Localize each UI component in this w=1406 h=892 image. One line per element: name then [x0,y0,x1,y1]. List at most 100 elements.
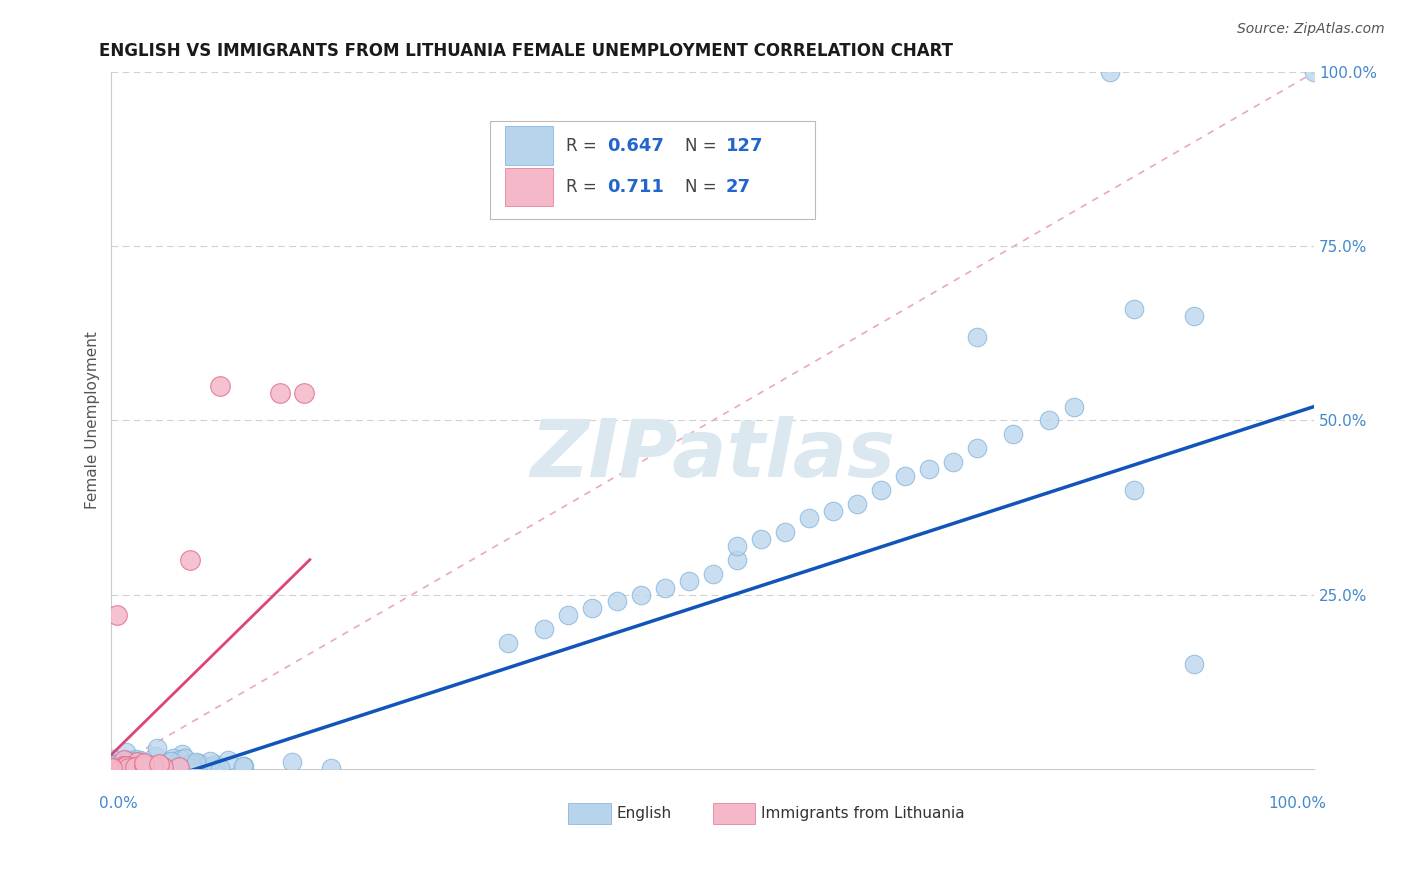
Point [200,758,222,772]
Point [128,761,150,775]
Point [678,574,700,588]
Point [134,756,156,770]
Point [179,552,201,566]
Point [145,740,167,755]
Point [172,747,194,762]
Bar [505,168,553,206]
Point [125,758,148,772]
Point [160,760,183,774]
Point [104,758,127,772]
Point [1182,657,1205,672]
Point [127,761,149,775]
Point [1122,302,1144,317]
Point [180,756,202,771]
Point [114,751,136,765]
Point [127,758,149,772]
Point [101,758,124,772]
Point [942,455,965,469]
Point [121,753,143,767]
Point [1002,427,1025,442]
Point [134,759,156,773]
Point [1122,483,1144,497]
Point [121,759,143,773]
Point [1303,65,1326,79]
Point [114,759,136,773]
Bar [491,121,815,219]
Point [179,761,201,775]
Point [125,755,148,769]
Point [131,761,153,775]
Text: 0.0%: 0.0% [100,797,138,812]
Point [713,191,735,205]
Point [1182,309,1205,323]
Text: English: English [617,806,672,822]
Point [160,755,183,769]
Point [150,760,173,774]
Point [145,760,167,774]
Bar [713,804,755,824]
Point [232,758,254,772]
Point [966,330,988,344]
Point [170,752,193,766]
Point [1038,413,1060,427]
Point [115,758,138,772]
Point [117,760,139,774]
Point [188,758,211,772]
Point [167,759,190,773]
Point [101,760,124,774]
Point [702,566,724,581]
Point [110,761,132,775]
Point [129,759,152,773]
Point [498,636,520,650]
Text: ZIPatlas: ZIPatlas [530,417,896,494]
Point [131,758,153,772]
Point [821,504,844,518]
Point [112,761,135,775]
Point [141,761,163,775]
Point [101,756,124,771]
Point [321,761,343,775]
Point [103,757,125,772]
Point [749,532,772,546]
Point [557,608,579,623]
Text: N =: N = [685,136,721,154]
Point [124,761,146,775]
Point [125,761,148,775]
Point [121,759,143,773]
Point [169,760,191,774]
Point [176,757,198,772]
Point [918,462,941,476]
Point [630,587,652,601]
Point [1063,400,1085,414]
Point [139,757,162,772]
Point [120,756,142,771]
Point [108,760,131,774]
Point [725,552,748,566]
Point [105,759,128,773]
Point [292,385,315,400]
Point [124,754,146,768]
Point [101,751,124,765]
Point [156,758,179,772]
Point [114,745,136,759]
Point [204,756,226,771]
Point [127,760,149,774]
Point [148,757,170,772]
Point [152,760,174,774]
Point [114,753,136,767]
Text: 0.711: 0.711 [607,178,664,196]
Point [125,752,148,766]
Text: ENGLISH VS IMMIGRANTS FROM LITHUANIA FEMALE UNEMPLOYMENT CORRELATION CHART: ENGLISH VS IMMIGRANTS FROM LITHUANIA FEM… [100,42,953,60]
Point [725,539,748,553]
Point [187,756,209,771]
Point [121,760,143,774]
Point [162,756,184,770]
Text: 0.647: 0.647 [607,136,664,154]
Point [533,623,555,637]
Text: 127: 127 [725,136,763,154]
Point [187,756,209,771]
Point [205,759,228,773]
Point [131,758,153,772]
Point [181,761,204,775]
Bar [568,804,610,824]
